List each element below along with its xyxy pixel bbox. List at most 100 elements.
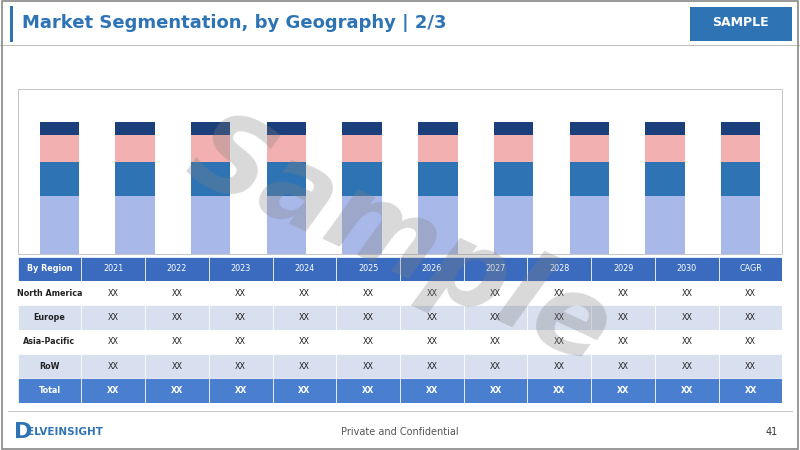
Bar xyxy=(209,281,273,305)
Bar xyxy=(718,256,782,281)
Bar xyxy=(570,162,609,196)
Bar xyxy=(527,305,591,329)
Bar xyxy=(191,162,230,196)
Legend: North America, Europe, Asia-Pacific, RoW: North America, Europe, Asia-Pacific, RoW xyxy=(281,284,519,300)
Bar xyxy=(39,162,79,196)
Bar xyxy=(591,329,655,354)
Text: XX: XX xyxy=(171,338,182,346)
Text: XX: XX xyxy=(362,386,374,395)
Text: XX: XX xyxy=(745,338,756,346)
Bar xyxy=(655,256,718,281)
Bar xyxy=(646,162,685,196)
Text: XX: XX xyxy=(681,386,693,395)
Bar xyxy=(209,305,273,329)
Bar xyxy=(655,354,718,378)
Bar xyxy=(646,122,685,135)
Text: Europe: Europe xyxy=(34,313,66,322)
Bar xyxy=(273,305,336,329)
Bar xyxy=(266,162,306,196)
Text: XX: XX xyxy=(490,386,502,395)
Text: Asia-Pacific: Asia-Pacific xyxy=(23,338,75,346)
Bar xyxy=(418,162,458,196)
Text: XX: XX xyxy=(554,386,566,395)
Bar xyxy=(494,135,534,162)
Bar xyxy=(646,135,685,162)
Text: XX: XX xyxy=(618,362,629,371)
Bar xyxy=(18,305,82,329)
Bar xyxy=(400,354,464,378)
Bar xyxy=(494,122,534,135)
Text: By Region: By Region xyxy=(26,264,72,273)
Bar xyxy=(464,305,527,329)
Text: 2022: 2022 xyxy=(166,264,187,273)
Bar xyxy=(418,135,458,162)
Bar xyxy=(690,7,792,40)
Bar xyxy=(273,281,336,305)
Bar xyxy=(336,378,400,403)
Bar xyxy=(570,135,609,162)
Bar xyxy=(209,378,273,403)
Text: XX: XX xyxy=(171,288,182,297)
Bar xyxy=(18,256,82,281)
Bar xyxy=(336,305,400,329)
Text: SAMPLE: SAMPLE xyxy=(713,16,769,29)
Text: ELVEINSIGHT: ELVEINSIGHT xyxy=(27,427,103,437)
Bar xyxy=(400,256,464,281)
Bar xyxy=(39,122,79,135)
Bar xyxy=(400,305,464,329)
Text: Total: Total xyxy=(38,386,61,395)
Bar xyxy=(209,329,273,354)
Bar xyxy=(464,378,527,403)
Text: 2029: 2029 xyxy=(613,264,634,273)
Bar xyxy=(266,135,306,162)
Text: 2021: 2021 xyxy=(103,264,123,273)
Text: XX: XX xyxy=(745,362,756,371)
Bar xyxy=(10,6,13,41)
Bar xyxy=(494,162,534,196)
Text: North America: North America xyxy=(17,288,82,297)
Bar xyxy=(145,281,209,305)
Bar xyxy=(400,378,464,403)
Bar xyxy=(273,256,336,281)
Text: XX: XX xyxy=(108,362,118,371)
Text: XX: XX xyxy=(490,313,501,322)
Text: XX: XX xyxy=(235,313,246,322)
Text: XX: XX xyxy=(682,288,692,297)
Bar xyxy=(115,196,154,254)
Bar xyxy=(191,135,230,162)
Text: XX: XX xyxy=(299,362,310,371)
Bar xyxy=(591,354,655,378)
Bar xyxy=(718,354,782,378)
Text: 2025: 2025 xyxy=(358,264,378,273)
Text: NORTH AMERICA HELD THE LARGEST SHARE OF XX% IN 2023, WHILE IT WAS XX% FOR EUROPE: NORTH AMERICA HELD THE LARGEST SHARE OF … xyxy=(106,60,694,75)
Bar xyxy=(145,354,209,378)
Bar xyxy=(336,354,400,378)
Text: XX: XX xyxy=(108,313,118,322)
Bar xyxy=(273,378,336,403)
Text: XX: XX xyxy=(682,338,692,346)
Bar xyxy=(336,329,400,354)
Bar xyxy=(527,256,591,281)
Bar xyxy=(209,256,273,281)
Text: XX: XX xyxy=(745,386,757,395)
Bar xyxy=(721,196,761,254)
Text: 2028: 2028 xyxy=(550,264,570,273)
Bar xyxy=(336,256,400,281)
Bar xyxy=(145,378,209,403)
Text: 2023: 2023 xyxy=(230,264,250,273)
Text: XX: XX xyxy=(426,362,438,371)
Text: XX: XX xyxy=(362,362,374,371)
Bar xyxy=(418,122,458,135)
Bar xyxy=(39,196,79,254)
Text: XX: XX xyxy=(362,338,374,346)
Bar xyxy=(82,281,145,305)
Text: XX: XX xyxy=(745,288,756,297)
Text: XX: XX xyxy=(617,386,629,395)
Text: XX: XX xyxy=(171,313,182,322)
Text: RoW: RoW xyxy=(39,362,60,371)
Bar xyxy=(655,378,718,403)
Bar xyxy=(82,305,145,329)
Bar xyxy=(115,162,154,196)
Text: XX: XX xyxy=(490,338,501,346)
Text: XX: XX xyxy=(362,288,374,297)
